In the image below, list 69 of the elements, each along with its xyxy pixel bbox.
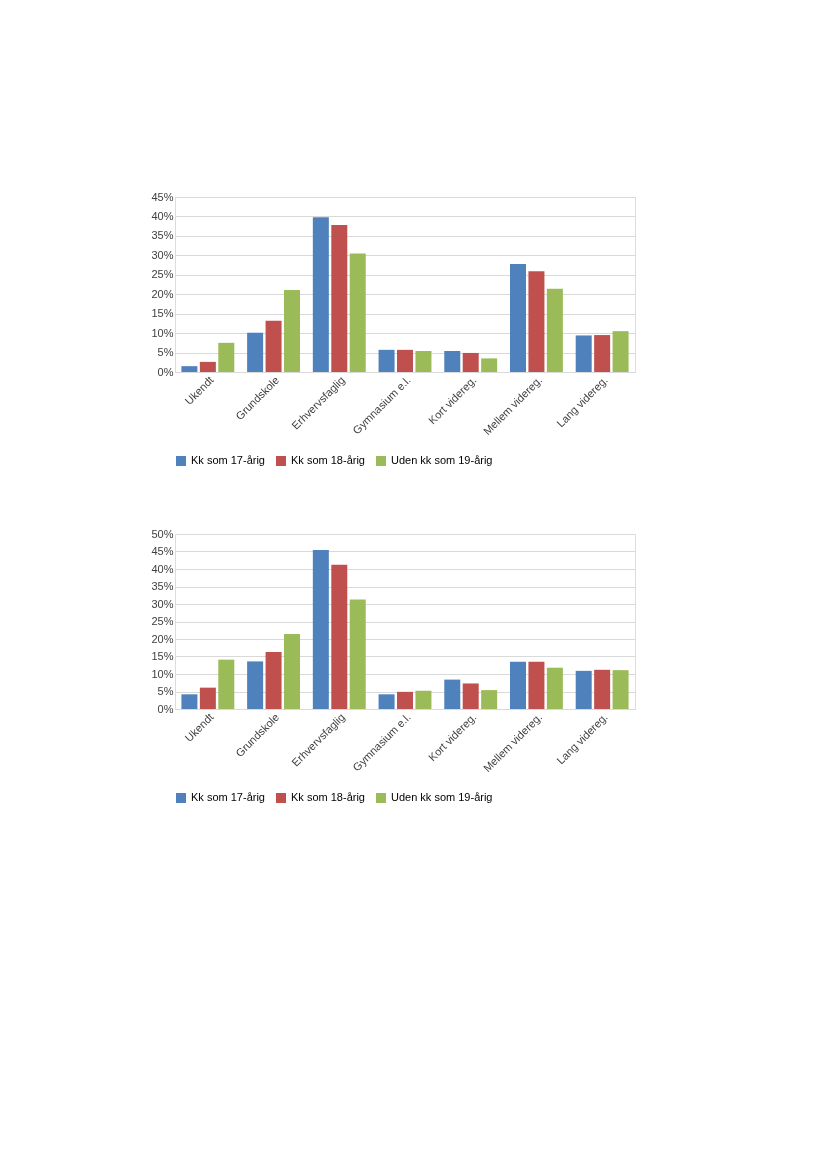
bar	[312, 550, 329, 709]
y-tick-label: 45%	[151, 190, 174, 203]
y-tick-label: 35%	[151, 229, 174, 242]
bar	[247, 332, 264, 372]
bar	[265, 651, 282, 709]
y-tick-label: 50%	[151, 527, 174, 540]
y-tick-label: 45%	[151, 545, 174, 557]
bar	[528, 661, 545, 709]
bar	[509, 263, 526, 372]
bar	[349, 253, 366, 372]
bar	[594, 335, 611, 372]
bar	[481, 358, 498, 372]
bar	[199, 687, 216, 709]
bar	[612, 331, 629, 372]
bar	[284, 289, 301, 372]
bar	[218, 659, 235, 709]
bar	[575, 670, 592, 709]
bar	[415, 351, 432, 372]
bar	[546, 667, 563, 709]
bar	[397, 349, 413, 372]
legend-label: Kk som 18-årig	[291, 454, 365, 466]
y-tick-label: 10%	[151, 667, 174, 680]
bar	[612, 670, 629, 709]
bar	[378, 694, 395, 709]
y-tick-label: 30%	[151, 248, 174, 261]
bar	[509, 661, 526, 709]
bar	[247, 661, 264, 709]
y-tick-label: 5%	[157, 346, 174, 359]
y-tick-label: 5%	[157, 685, 174, 697]
bar	[284, 634, 301, 709]
y-tick-label: 10%	[151, 326, 174, 339]
legend-label: Uden kk som 19-årig	[391, 791, 493, 803]
legend-label: Kk som 17-årig	[191, 454, 265, 466]
bar	[331, 564, 348, 709]
bar	[199, 361, 216, 372]
bar	[444, 351, 461, 372]
y-tick-label: 40%	[151, 209, 174, 222]
bar	[481, 690, 498, 709]
bar	[546, 288, 563, 372]
y-tick-label: 20%	[151, 632, 174, 645]
bar	[594, 669, 611, 709]
y-tick-label: 25%	[151, 615, 174, 627]
bar	[397, 691, 413, 709]
legend-label: Uden kk som 19-årig	[391, 454, 493, 466]
y-tick-label: 30%	[151, 597, 174, 610]
y-tick-label: 15%	[151, 650, 174, 662]
y-tick-label: 35%	[151, 580, 174, 592]
bar	[265, 320, 282, 372]
bar	[528, 271, 545, 372]
bar	[312, 217, 329, 372]
y-tick-label: 0%	[157, 365, 174, 378]
bar	[415, 690, 432, 709]
y-tick-label: 15%	[151, 307, 174, 320]
bar	[378, 349, 395, 372]
bar	[181, 694, 198, 709]
bar	[462, 352, 479, 372]
legend-label: Kk som 17-årig	[191, 791, 265, 803]
y-tick-label: 25%	[151, 268, 174, 281]
y-tick-label: 40%	[151, 562, 174, 575]
bar	[444, 679, 461, 709]
bar	[331, 225, 348, 372]
y-tick-label: 20%	[151, 287, 174, 300]
y-tick-label: 0%	[157, 702, 174, 715]
bar	[181, 366, 198, 372]
bar	[218, 342, 235, 372]
bar	[575, 335, 592, 372]
bar	[349, 599, 366, 709]
legend-label: Kk som 18-årig	[291, 791, 365, 803]
bar	[462, 683, 479, 709]
